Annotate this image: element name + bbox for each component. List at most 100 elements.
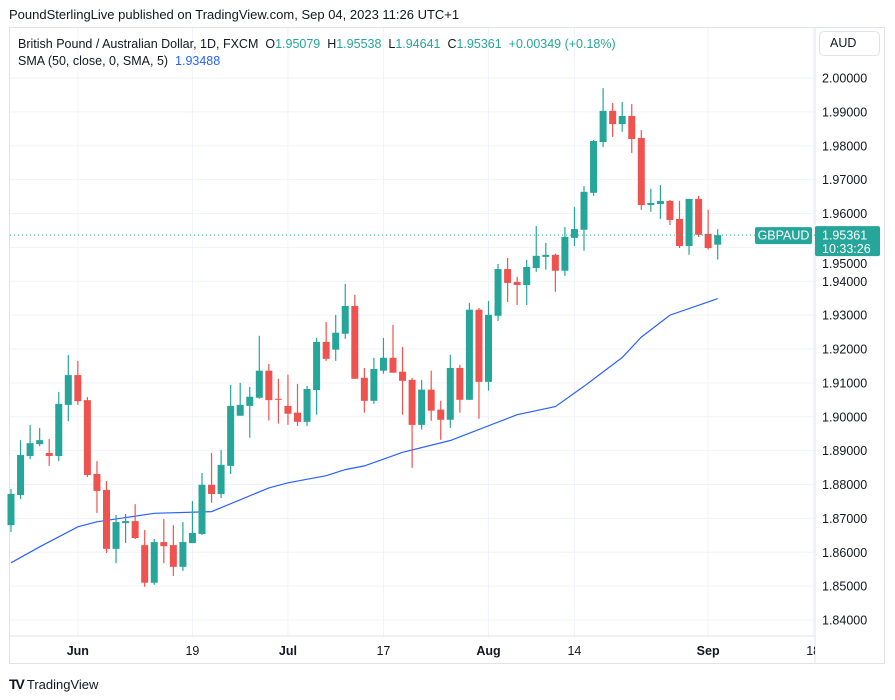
candle-body — [179, 542, 187, 567]
candle[interactable] — [246, 386, 254, 438]
candle[interactable] — [370, 357, 378, 404]
candle[interactable] — [93, 461, 101, 513]
candle-body — [341, 305, 349, 334]
candle[interactable] — [45, 439, 53, 466]
candle[interactable] — [542, 242, 550, 270]
candle[interactable] — [504, 257, 512, 302]
candle[interactable] — [666, 199, 674, 226]
candle[interactable] — [83, 397, 91, 478]
candle-body — [360, 377, 368, 401]
candle[interactable] — [714, 229, 722, 260]
candle[interactable] — [647, 188, 655, 212]
candle[interactable] — [131, 504, 139, 540]
candle[interactable] — [322, 321, 330, 361]
candle[interactable] — [188, 501, 196, 544]
candle[interactable] — [695, 195, 703, 237]
candle-body — [7, 493, 15, 526]
price-tick-label: 1.92000 — [822, 343, 867, 357]
candle[interactable] — [427, 370, 435, 421]
candle[interactable] — [609, 103, 617, 137]
symbol-description[interactable]: British Pound / Australian Dollar, 1D, F… — [18, 37, 259, 51]
candle[interactable] — [227, 384, 235, 474]
candle-body — [322, 341, 330, 359]
candle[interactable] — [198, 472, 206, 535]
candle[interactable] — [408, 377, 416, 468]
candle[interactable] — [303, 385, 311, 426]
price-tick-label: 1.91000 — [822, 376, 867, 390]
candle[interactable] — [112, 514, 120, 564]
candle[interactable] — [360, 367, 368, 413]
candle[interactable] — [169, 525, 177, 576]
candle-body — [389, 357, 397, 373]
candle[interactable] — [676, 200, 683, 249]
candle[interactable] — [389, 324, 397, 373]
sma-label[interactable]: SMA (50, close, 0, SMA, 5) — [18, 54, 169, 68]
candle-body — [695, 198, 703, 235]
candle[interactable] — [332, 314, 340, 361]
candle-body — [227, 405, 235, 466]
candle[interactable] — [704, 209, 712, 250]
candle[interactable] — [55, 392, 63, 462]
candle[interactable] — [7, 488, 15, 532]
candle[interactable] — [208, 452, 216, 503]
candle[interactable] — [103, 481, 110, 553]
candle-body — [17, 455, 25, 496]
tradingview-logo-text[interactable]: TradingView — [26, 676, 99, 692]
close-label: C — [447, 37, 457, 51]
candle[interactable] — [494, 263, 502, 321]
candle[interactable] — [656, 185, 664, 219]
candle[interactable] — [513, 276, 521, 305]
candle[interactable] — [628, 104, 636, 153]
candle[interactable] — [580, 186, 588, 251]
candle[interactable] — [599, 88, 607, 148]
candle[interactable] — [570, 207, 578, 247]
candle[interactable] — [418, 379, 426, 430]
candle[interactable] — [590, 139, 598, 196]
candle[interactable] — [255, 335, 263, 399]
candle-body — [236, 404, 244, 416]
candle[interactable] — [141, 529, 149, 587]
candle[interactable] — [456, 364, 464, 413]
currency-button[interactable]: AUD — [819, 31, 880, 56]
tradingview-logo-icon[interactable]: TV — [9, 676, 25, 692]
candle[interactable] — [561, 227, 569, 276]
candle[interactable] — [351, 294, 359, 379]
candle[interactable] — [74, 360, 82, 405]
candle[interactable] — [179, 522, 187, 571]
candle[interactable] — [437, 400, 445, 440]
candle-body — [408, 379, 416, 425]
candle[interactable] — [475, 308, 483, 419]
candle[interactable] — [399, 346, 407, 415]
candle-body — [265, 370, 273, 401]
candles — [7, 88, 722, 587]
candle[interactable] — [17, 440, 25, 500]
candle[interactable] — [379, 337, 387, 374]
candle-body — [570, 229, 578, 238]
candle[interactable] — [294, 383, 301, 426]
candle[interactable] — [485, 300, 492, 391]
candle[interactable] — [313, 337, 321, 415]
candle[interactable] — [160, 519, 168, 564]
candle[interactable] — [274, 378, 282, 424]
candle[interactable] — [150, 539, 158, 585]
candle[interactable] — [236, 382, 244, 416]
candle[interactable] — [122, 513, 130, 544]
candle[interactable] — [284, 374, 292, 425]
candle[interactable] — [341, 283, 349, 339]
candle[interactable] — [618, 102, 626, 132]
symbol-legend-row: British Pound / Australian Dollar, 1D, F… — [18, 36, 616, 53]
candle[interactable] — [685, 198, 693, 255]
candle[interactable] — [36, 427, 44, 447]
candle[interactable] — [64, 355, 72, 422]
candle[interactable] — [551, 253, 559, 292]
candle[interactable] — [446, 354, 454, 428]
candle[interactable] — [637, 130, 645, 210]
candle[interactable] — [532, 226, 540, 272]
candle[interactable] — [265, 363, 273, 421]
candle[interactable] — [26, 424, 34, 460]
candle[interactable] — [217, 449, 225, 499]
symbol-tag — [755, 227, 812, 245]
candle[interactable] — [523, 259, 531, 305]
candle[interactable] — [465, 302, 473, 400]
